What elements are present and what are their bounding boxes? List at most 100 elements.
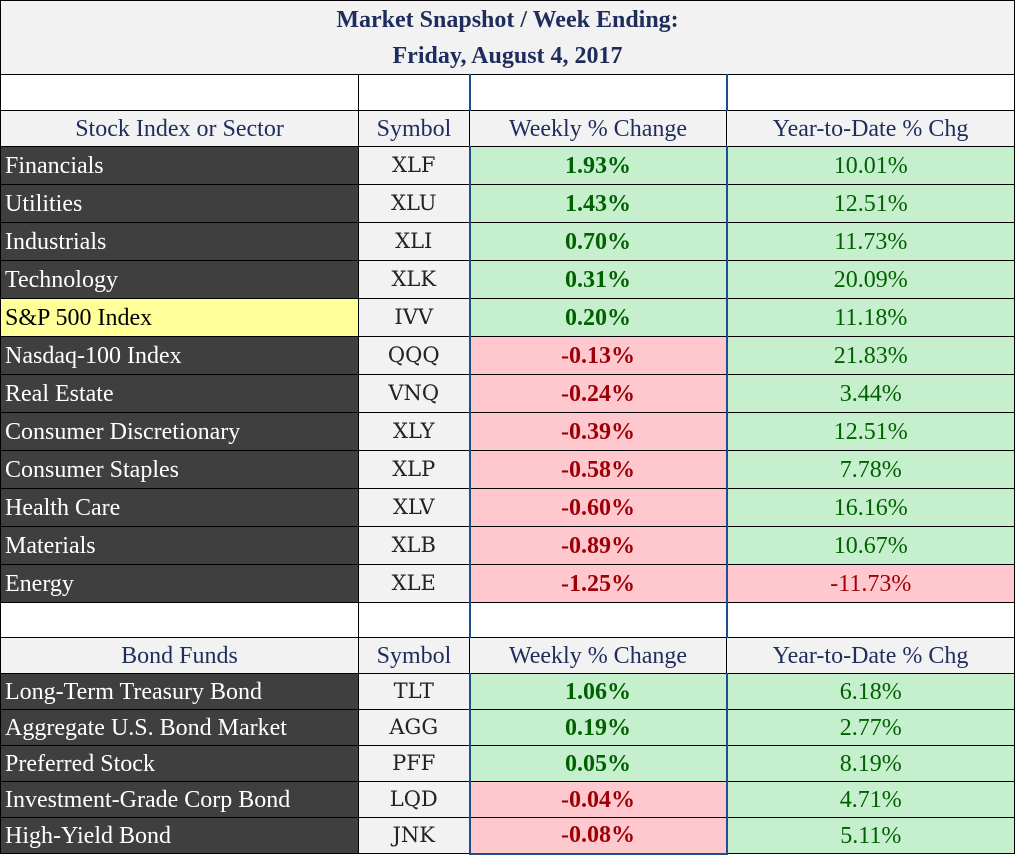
row-ytd-change: 6.18% bbox=[725, 673, 1015, 710]
row-ytd-change: 11.18% bbox=[725, 298, 1015, 337]
row-weekly-change: -0.13% bbox=[468, 336, 728, 375]
stock-row: Energy XLE -1.25% -11.73% bbox=[0, 564, 1015, 603]
row-weekly-change: 0.19% bbox=[468, 709, 728, 746]
bond-weekly-header: Weekly % Change bbox=[469, 637, 727, 674]
row-name: Consumer Discretionary bbox=[0, 412, 359, 451]
row-ytd-change: 5.11% bbox=[725, 817, 1015, 854]
row-weekly-change: 0.05% bbox=[468, 745, 728, 782]
row-weekly-change: -0.04% bbox=[468, 781, 728, 818]
row-name: S&P 500 Index bbox=[0, 298, 359, 337]
stock-row: Health Care XLV -0.60% 16.16% bbox=[0, 488, 1015, 527]
row-name: Preferred Stock bbox=[0, 745, 359, 782]
stock-row: Materials XLB -0.89% 10.67% bbox=[0, 526, 1015, 565]
bond-header-row: Bond Funds Symbol Weekly % Change Year-to-D… bbox=[0, 637, 1015, 674]
title-line-2: Friday, August 4, 2017 bbox=[392, 43, 623, 69]
row-symbol: XLB bbox=[358, 526, 470, 565]
row-weekly-change: 0.20% bbox=[468, 298, 728, 337]
row-name: Financials bbox=[0, 146, 359, 185]
stock-row: Consumer Staples XLP -0.58% 7.78% bbox=[0, 450, 1015, 489]
row-ytd-change: 12.51% bbox=[725, 412, 1015, 451]
row-name: Nasdaq-100 Index bbox=[0, 336, 359, 375]
bond-ytd-header: Year-to-Date % Chg bbox=[725, 637, 1015, 674]
row-symbol: QQQ bbox=[358, 336, 470, 375]
row-symbol: PFF bbox=[358, 745, 470, 782]
spacer-row bbox=[0, 602, 1015, 638]
row-name: Investment-Grade Corp Bond bbox=[0, 781, 359, 818]
row-ytd-change: 8.19% bbox=[725, 745, 1015, 782]
row-weekly-change: -0.24% bbox=[468, 374, 728, 413]
bond-row: High-Yield Bond JNK -0.08% 5.11% bbox=[0, 817, 1015, 855]
bond-row: Preferred Stock PFF 0.05% 8.19% bbox=[0, 745, 1015, 782]
row-weekly-change: -0.39% bbox=[468, 412, 728, 451]
row-weekly-change: 1.43% bbox=[468, 184, 728, 223]
row-name: Utilities bbox=[0, 184, 359, 223]
row-weekly-change: 0.31% bbox=[468, 260, 728, 299]
row-weekly-change: 1.93% bbox=[468, 146, 728, 185]
stock-row: Technology XLK 0.31% 20.09% bbox=[0, 260, 1015, 299]
row-ytd-change: 12.51% bbox=[725, 184, 1015, 223]
row-weekly-change: -0.08% bbox=[468, 817, 728, 855]
row-symbol: VNQ bbox=[358, 374, 470, 413]
stock-row: Industrials XLI 0.70% 11.73% bbox=[0, 222, 1015, 261]
row-symbol: XLU bbox=[358, 184, 470, 223]
row-symbol: XLK bbox=[358, 260, 470, 299]
bond-symbol-header: Symbol bbox=[358, 637, 470, 674]
row-name: Aggregate U.S. Bond Market bbox=[0, 709, 359, 746]
row-name: Consumer Staples bbox=[0, 450, 359, 489]
stock-row: S&P 500 Index IVV 0.20% 11.18% bbox=[0, 298, 1015, 337]
row-ytd-change: 20.09% bbox=[725, 260, 1015, 299]
row-weekly-change: -0.60% bbox=[468, 488, 728, 527]
row-ytd-change: 10.67% bbox=[725, 526, 1015, 565]
stock-ytd-header: Year-to-Date % Chg bbox=[725, 110, 1015, 147]
stock-name-header: Stock Index or Sector bbox=[0, 110, 359, 147]
row-name: Long-Term Treasury Bond bbox=[0, 673, 359, 710]
row-ytd-change: 11.73% bbox=[725, 222, 1015, 261]
sheet-title: Market Snapshot / Week Ending: Friday, A… bbox=[0, 0, 1015, 75]
row-weekly-change: 1.06% bbox=[468, 673, 728, 710]
row-weekly-change: -0.58% bbox=[468, 450, 728, 489]
row-symbol: XLI bbox=[358, 222, 470, 261]
stock-header-row: Stock Index or Sector Symbol Weekly % Ch… bbox=[0, 110, 1015, 147]
bond-row: Long-Term Treasury Bond TLT 1.06% 6.18% bbox=[0, 673, 1015, 710]
row-ytd-change: 21.83% bbox=[725, 336, 1015, 375]
row-ytd-change: 4.71% bbox=[725, 781, 1015, 818]
row-ytd-change: 7.78% bbox=[725, 450, 1015, 489]
row-name: Technology bbox=[0, 260, 359, 299]
stock-row: Real Estate VNQ -0.24% 3.44% bbox=[0, 374, 1015, 413]
stock-weekly-header: Weekly % Change bbox=[469, 110, 727, 147]
bond-row: Investment-Grade Corp Bond LQD -0.04% 4.71% bbox=[0, 781, 1015, 818]
row-name: Energy bbox=[0, 564, 359, 603]
row-symbol: IVV bbox=[358, 298, 470, 337]
row-symbol: LQD bbox=[358, 781, 470, 818]
row-symbol: XLY bbox=[358, 412, 470, 451]
row-weekly-change: -0.89% bbox=[468, 526, 728, 565]
stock-row: Consumer Discretionary XLY -0.39% 12.51% bbox=[0, 412, 1015, 451]
row-ytd-change: 10.01% bbox=[725, 146, 1015, 185]
row-symbol: XLE bbox=[358, 564, 470, 603]
row-ytd-change: -11.73% bbox=[725, 564, 1015, 603]
row-name: Real Estate bbox=[0, 374, 359, 413]
row-name: Health Care bbox=[0, 488, 359, 527]
stock-row: Financials XLF 1.93% 10.01% bbox=[0, 146, 1015, 185]
row-name: High-Yield Bond bbox=[0, 817, 359, 854]
title-row: Market Snapshot / Week Ending: Friday, A… bbox=[0, 0, 1015, 75]
row-symbol: TLT bbox=[358, 673, 470, 710]
spacer-row bbox=[0, 74, 1015, 111]
row-name: Materials bbox=[0, 526, 359, 565]
stock-row: Nasdaq-100 Index QQQ -0.13% 21.83% bbox=[0, 336, 1015, 375]
row-symbol: XLV bbox=[358, 488, 470, 527]
row-weekly-change: -1.25% bbox=[468, 564, 728, 603]
bond-row: Aggregate U.S. Bond Market AGG 0.19% 2.77% bbox=[0, 709, 1015, 746]
row-symbol: AGG bbox=[358, 709, 470, 746]
row-symbol: XLF bbox=[358, 146, 470, 185]
row-weekly-change: 0.70% bbox=[468, 222, 728, 261]
stock-row: Utilities XLU 1.43% 12.51% bbox=[0, 184, 1015, 223]
row-ytd-change: 2.77% bbox=[725, 709, 1015, 746]
row-symbol: JNK bbox=[358, 817, 470, 854]
stock-symbol-header: Symbol bbox=[358, 110, 470, 147]
title-line-1: Market Snapshot / Week Ending: bbox=[336, 7, 679, 33]
row-ytd-change: 16.16% bbox=[725, 488, 1015, 527]
bond-name-header: Bond Funds bbox=[0, 637, 359, 674]
row-ytd-change: 3.44% bbox=[725, 374, 1015, 413]
